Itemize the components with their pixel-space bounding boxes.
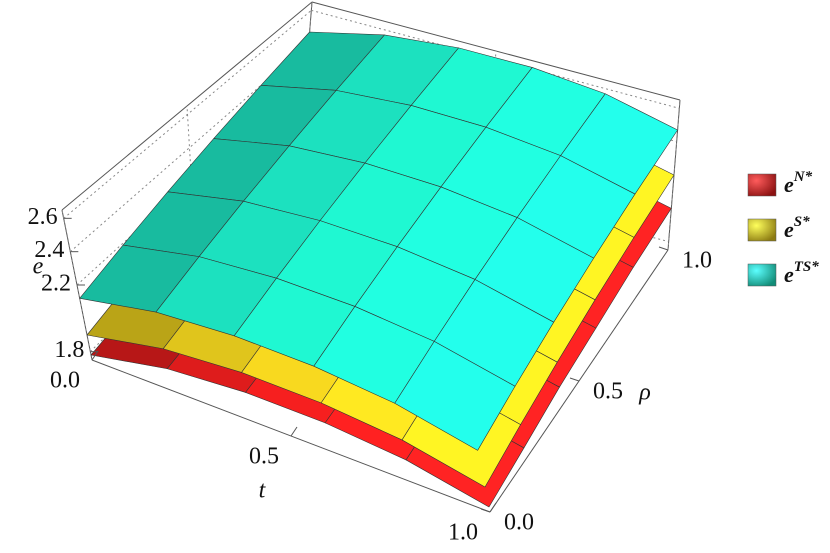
y-tick-label: 1.0: [682, 248, 712, 274]
legend-base: e: [784, 217, 794, 242]
legend-base: e: [784, 262, 794, 287]
z-tick-label: 1.8: [54, 337, 84, 363]
x-tick-label: 0.5: [249, 444, 279, 470]
tick-mark: [658, 246, 669, 251]
legend-sup: S*: [794, 214, 810, 230]
legend-sup: TS*: [794, 259, 820, 275]
surface-cell: [394, 341, 516, 451]
y-axis-label: ρ: [638, 380, 651, 406]
tick-mark: [569, 377, 580, 382]
y-tick-label: 0.0: [504, 510, 534, 536]
tick-mark: [489, 502, 497, 513]
x-tick-label: 1.0: [448, 520, 478, 546]
y-tick-label: 0.5: [593, 379, 623, 405]
tick-mark: [91, 350, 99, 361]
x-axis-label: t: [259, 478, 267, 504]
tick-mark: [480, 508, 491, 513]
z-tick-label: 2.2: [41, 271, 71, 297]
legend-base: e: [784, 172, 794, 197]
x-tick-label: 0.0: [50, 368, 80, 394]
z-tick-label: 2.6: [28, 204, 58, 230]
z-tick-label: 2.4: [34, 237, 64, 263]
grid-line: [76, 76, 307, 286]
legend-sup: N*: [793, 169, 813, 185]
legend-label: eS*: [784, 214, 810, 242]
z-axis-label: e: [33, 254, 44, 280]
legend-swatch: [747, 218, 777, 242]
legend-swatch: [747, 173, 777, 197]
legend-label: eTS*: [784, 259, 819, 287]
legend-swatch: [747, 263, 777, 287]
tick-mark: [290, 426, 298, 437]
legend-label: eN*: [784, 169, 813, 197]
